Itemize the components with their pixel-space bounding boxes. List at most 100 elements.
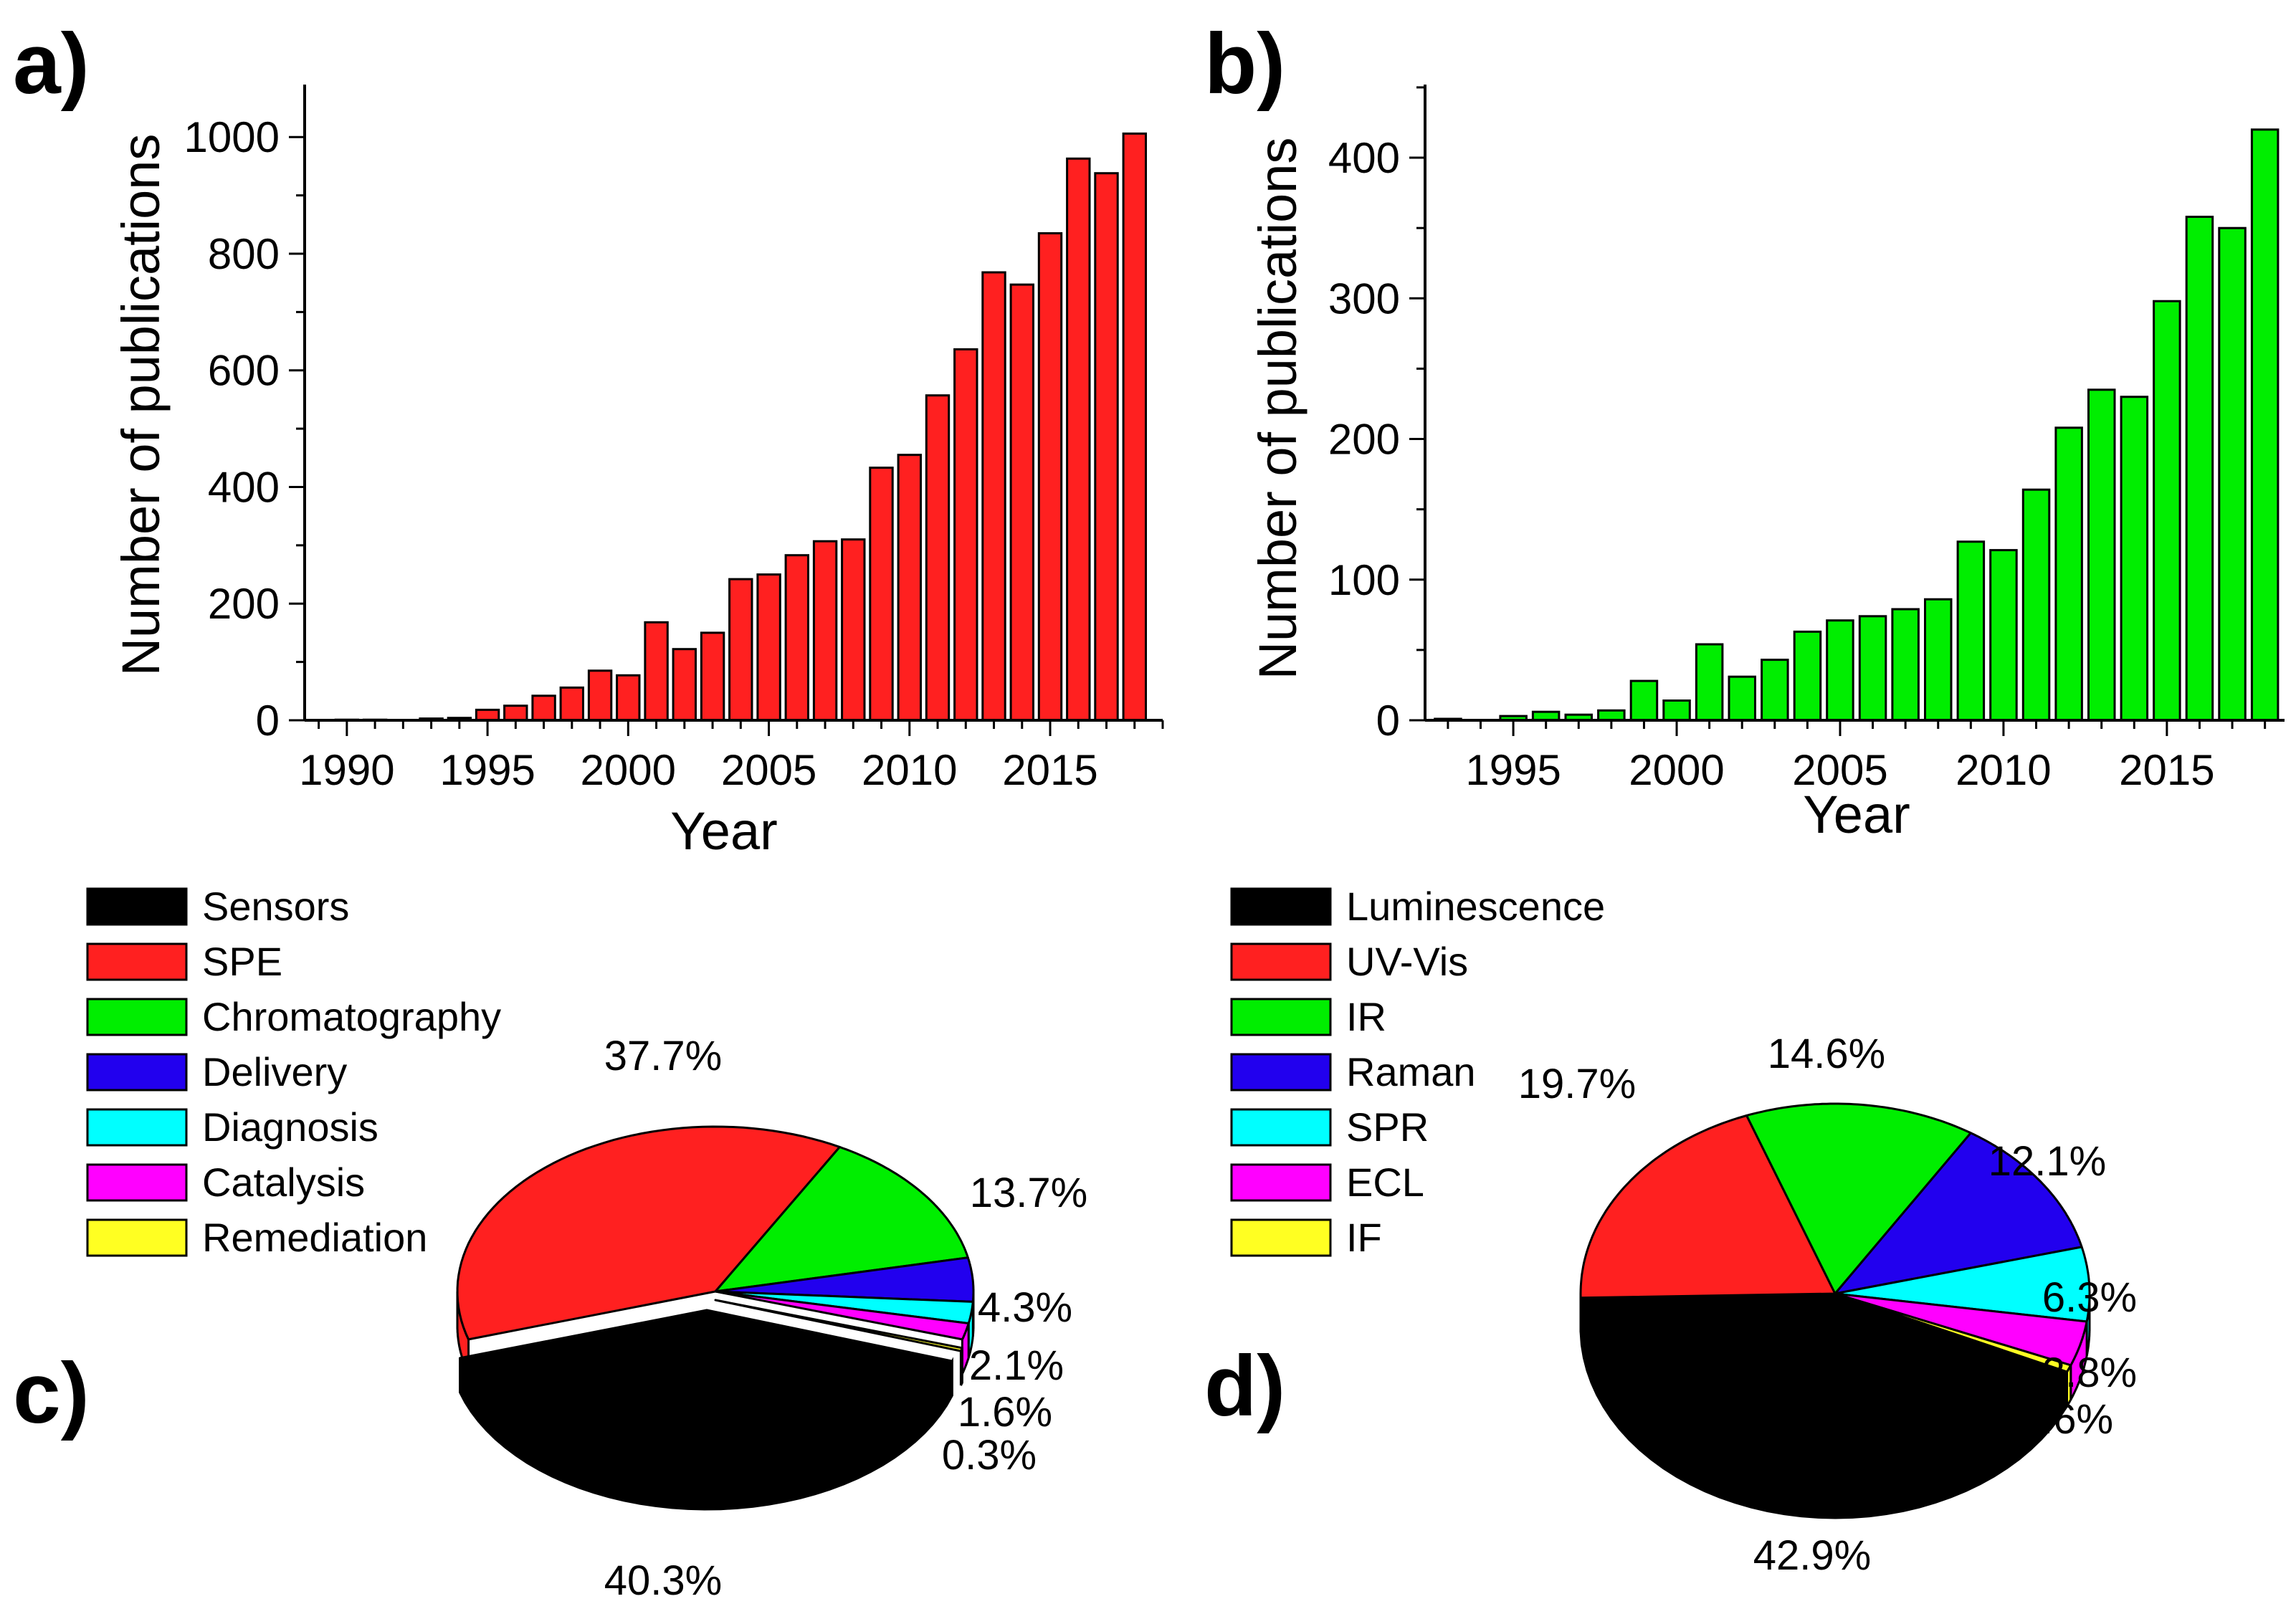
pie-c — [456, 1125, 975, 1511]
legend-label-c: Remediation — [202, 1215, 427, 1260]
bar-a-1995 — [475, 708, 500, 722]
pie-value-label-d: 42.9% — [1753, 1532, 1871, 1579]
pie-value-label-d: 12.1% — [1988, 1138, 2106, 1185]
bar-b-2000 — [1662, 699, 1691, 722]
y-tick-label-a: 800 — [208, 230, 280, 278]
pie-value-label-c: 40.3% — [604, 1557, 722, 1604]
x-tick-label-a: 2015 — [1002, 746, 1097, 794]
legend-swatch-d — [1230, 1218, 1332, 1257]
y-tick-label-a: 200 — [208, 580, 280, 628]
pie-chart-d: d) Luminescence UV-Vis IR Raman SPR ECL IF 42.… — [1204, 884, 2137, 1579]
legend-swatch-d — [1230, 1163, 1332, 1202]
y-axis-title-b: Number of publications — [1248, 138, 1307, 680]
x-tick-label-b: 2010 — [1956, 746, 2051, 794]
legend-label-c: Sensors — [202, 884, 349, 929]
pie-value-label-c: 0.3% — [942, 1432, 1037, 1479]
x-tick-label-b: 1995 — [1465, 746, 1561, 794]
pie-slice-d-6 — [1834, 1292, 2072, 1373]
pie-slice-c-6 — [714, 1299, 963, 1352]
legend-c: Sensors SPE Chromatography Delivery Diagnosi… — [86, 884, 501, 1260]
pie-value-label-c: 37.7% — [604, 1033, 722, 1079]
legend-label-d: Raman — [1346, 1049, 1476, 1094]
legend-swatch-c — [86, 1163, 188, 1202]
bar-a-2015 — [1037, 232, 1063, 722]
pie-slice-c-3 — [714, 1256, 975, 1303]
panel-label-c: c) — [13, 1345, 90, 1441]
pie-slice-d-2 — [1745, 1102, 1972, 1295]
y-axis-title-a: Number of publications — [111, 134, 171, 677]
pie-slice-d-0 — [1579, 1292, 2068, 1485]
y-tick-label-b: 300 — [1328, 274, 1400, 323]
legend-label-d: UV-Vis — [1346, 939, 1468, 984]
pie-d — [1579, 1102, 2091, 1519]
bar-a-2006 — [784, 554, 809, 722]
pie-value-label-c: 2.1% — [969, 1342, 1064, 1389]
bar-a-1999 — [587, 669, 613, 722]
y-tick-label-b: 200 — [1328, 416, 1400, 464]
pie-value-label-d: 3.8% — [2042, 1350, 2137, 1396]
axes-a — [289, 85, 1164, 736]
x-tick-label-a: 2010 — [862, 746, 957, 794]
pie-labels-d: 42.9% 19.7% 14.6% 12.1% 6.3% 3.8%0.6% — [1518, 1031, 2137, 1579]
x-tick-label-a: 1995 — [439, 746, 535, 794]
legend-label-c: Chromatography — [202, 994, 501, 1039]
x-tick-label-b: 2015 — [2119, 746, 2214, 794]
pie-value-label-d: 14.6% — [1768, 1031, 1885, 1077]
panel-label-b: b) — [1204, 16, 1285, 112]
legend-d: Luminescence UV-Vis IR Raman SPR ECL IF — [1230, 884, 1605, 1260]
bar-b-2007 — [1891, 608, 1920, 722]
x-tick-label-b: 2005 — [1792, 746, 1887, 794]
pie-value-label-c: 13.7% — [970, 1170, 1087, 1216]
legend-label-c: Catalysis — [202, 1160, 365, 1205]
bar-b-2006 — [1858, 615, 1887, 722]
y-tick-label-a: 1000 — [184, 113, 280, 161]
legend-swatch-c — [86, 1053, 188, 1092]
bar-b-2011 — [2021, 488, 2051, 722]
pie-labels-c: 40.3% 37.7% 13.7% 4.3% 2.1%1.6%0.3% — [604, 1033, 1087, 1604]
bar-a-2018 — [1122, 132, 1147, 722]
bar-a-2008 — [841, 538, 866, 722]
pie-slice-c-2 — [714, 1145, 969, 1293]
pie-value-label-d: 19.7% — [1518, 1061, 1636, 1107]
bar-b-2002 — [1728, 675, 1756, 722]
bar-b-2012 — [2054, 426, 2083, 722]
bar-chart-a: a) 1990 1995 2000 2005 2010 2015 0 200 400 600 800… — [13, 16, 1164, 861]
bar-a-2001 — [644, 621, 669, 722]
bar-b-2001 — [1695, 643, 1724, 722]
legend-label-d: Luminescence — [1346, 884, 1605, 929]
legend-label-c: SPE — [202, 939, 282, 984]
legend-swatch-c — [86, 942, 188, 981]
pie-slice-c-0 — [459, 1309, 953, 1476]
pie-slice-d-5 — [1834, 1292, 2088, 1367]
bar-a-2017 — [1094, 172, 1119, 722]
legend-label-d: SPR — [1346, 1104, 1429, 1150]
pie-slice-c-1 — [456, 1125, 841, 1341]
bar-b-2014 — [2120, 396, 2149, 722]
legend-label-d: IR — [1346, 994, 1386, 1039]
pie-value-label-c: 1.6% — [958, 1389, 1052, 1436]
bar-a-2016 — [1066, 157, 1091, 722]
x-tick-label-a: 2005 — [721, 746, 816, 794]
bar-b-2016 — [2185, 216, 2214, 722]
bars-a — [334, 132, 1147, 722]
bar-a-2005 — [756, 573, 781, 722]
legend-label-c: Diagnosis — [202, 1104, 378, 1150]
panel-label-a: a) — [13, 16, 90, 112]
legend-swatch-d — [1230, 887, 1332, 926]
pie-slice-c-5 — [714, 1290, 970, 1341]
bar-a-2007 — [812, 540, 838, 722]
bar-a-2012 — [953, 348, 978, 722]
pie-value-label-d: 0.6% — [2019, 1396, 2113, 1443]
bar-b-2015 — [2153, 300, 2181, 722]
bar-a-2010 — [897, 454, 922, 722]
bar-a-2004 — [728, 578, 753, 722]
bar-b-2018 — [2250, 128, 2280, 722]
legend-swatch-d — [1230, 1108, 1332, 1147]
legend-swatch-c — [86, 1108, 188, 1147]
bar-b-2005 — [1826, 619, 1854, 722]
bar-a-1996 — [503, 705, 528, 722]
bar-a-2000 — [616, 674, 641, 722]
bar-a-2002 — [672, 648, 697, 722]
tick-labels-b: 1995 2000 2005 2010 2015 0 100 200 300 400 — [1328, 134, 2215, 794]
y-tick-label-b: 400 — [1328, 134, 1400, 182]
